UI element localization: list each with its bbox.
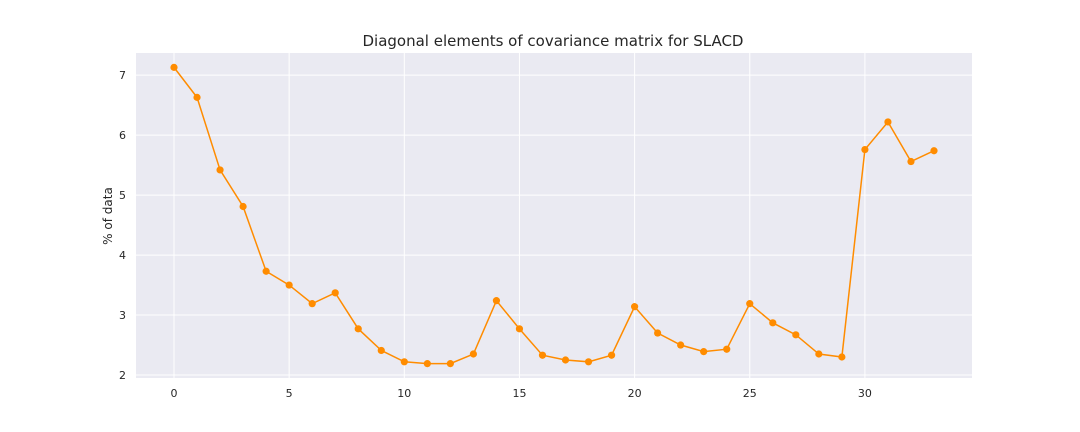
data-point <box>815 350 823 358</box>
data-point <box>216 166 224 174</box>
data-point <box>538 351 547 359</box>
data-point <box>492 297 501 305</box>
data-point <box>677 341 685 349</box>
data-point <box>400 358 408 366</box>
x-axis-ticks: 0 5 10 15 20 25 30 <box>171 387 872 400</box>
data-point <box>262 267 270 275</box>
data-point <box>746 300 754 308</box>
series-layer <box>170 63 938 368</box>
y-axis-ticks: 2 3 4 5 6 7 <box>119 69 126 382</box>
x-tick-label: 20 <box>628 387 642 400</box>
data-point <box>377 346 385 355</box>
series-line <box>173 66 935 365</box>
data-point <box>792 331 800 339</box>
y-tick-label: 2 <box>119 369 126 382</box>
data-point <box>170 63 178 71</box>
x-tick-label: 25 <box>743 387 757 400</box>
y-tick-label: 3 <box>119 309 126 322</box>
y-tick-label: 4 <box>119 249 126 262</box>
data-point <box>239 202 247 211</box>
data-point <box>423 360 431 368</box>
data-point <box>515 325 524 333</box>
plot-area <box>136 53 972 378</box>
x-tick-label: 15 <box>512 387 526 400</box>
data-point <box>561 356 570 364</box>
data-point <box>607 351 616 359</box>
data-point <box>285 281 293 289</box>
x-tick-label: 5 <box>286 387 293 400</box>
data-point <box>446 360 454 368</box>
chart-title: Diagonal elements of covariance matrix f… <box>363 32 744 50</box>
y-tick-label: 5 <box>119 189 126 202</box>
grid <box>136 53 972 378</box>
data-point <box>654 329 662 337</box>
data-point <box>331 289 339 297</box>
data-point <box>769 319 777 327</box>
data-point <box>861 145 869 154</box>
x-tick-label: 10 <box>397 387 411 400</box>
x-tick-label: 30 <box>858 387 872 400</box>
data-point <box>930 147 938 155</box>
y-axis-label: % of data <box>101 187 115 245</box>
data-point <box>193 93 201 101</box>
data-point <box>469 350 477 358</box>
data-point <box>907 157 915 166</box>
data-point <box>700 348 708 356</box>
y-tick-label: 6 <box>119 129 126 142</box>
data-point <box>838 353 846 361</box>
data-point <box>308 300 316 308</box>
data-point <box>884 118 892 126</box>
data-point <box>584 358 593 366</box>
y-tick-label: 7 <box>119 69 126 82</box>
x-tick-label: 0 <box>171 387 178 400</box>
data-point <box>723 345 731 353</box>
data-point <box>354 325 362 333</box>
data-point <box>631 303 639 311</box>
